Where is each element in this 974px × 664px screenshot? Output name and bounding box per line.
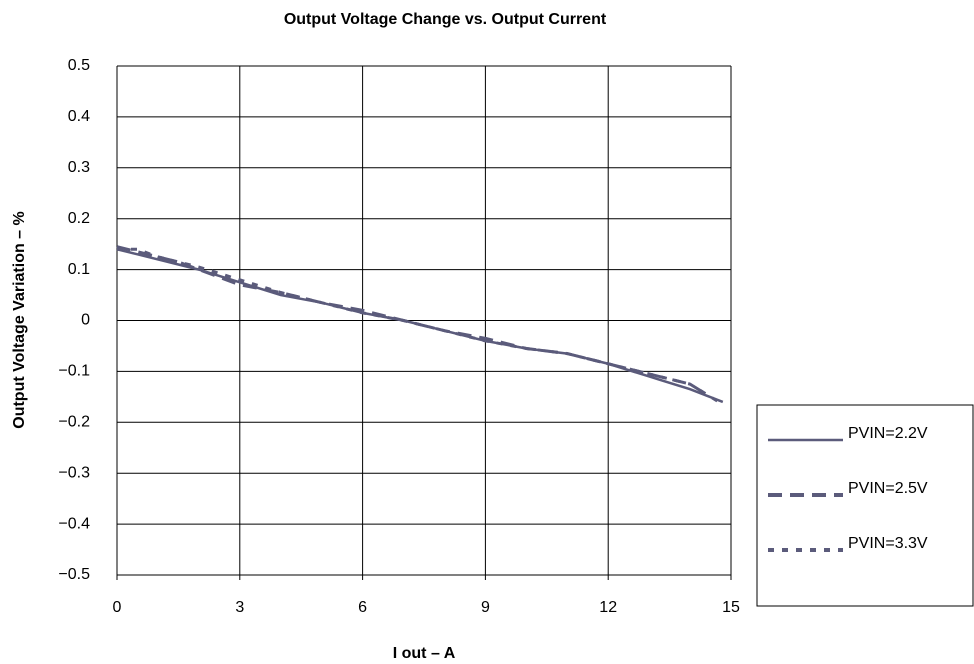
y-tick-label: −0.2 xyxy=(58,414,90,431)
x-axis-label: I out – A xyxy=(393,645,456,662)
y-tick-label: −0.5 xyxy=(58,566,90,583)
x-tick-label: 6 xyxy=(358,599,367,616)
series-line xyxy=(116,245,712,399)
legend-label: PVIN=2.5V xyxy=(848,480,928,497)
y-tick-label: 0.3 xyxy=(68,159,90,176)
x-tick-label: 3 xyxy=(235,599,244,616)
x-tick-label: 9 xyxy=(481,599,490,616)
y-tick-label: 0.2 xyxy=(68,210,90,227)
x-tick-label: 0 xyxy=(113,599,122,616)
chart-title: Output Voltage Change vs. Output Current xyxy=(284,11,607,28)
y-tick-label: −0.1 xyxy=(58,363,90,380)
x-tick-label: 15 xyxy=(722,599,740,616)
y-tick-label: 0 xyxy=(81,312,90,329)
series-line xyxy=(117,247,724,406)
legend-label: PVIN=3.3V xyxy=(848,535,928,552)
y-tick-label: −0.3 xyxy=(58,464,90,481)
legend-box xyxy=(756,404,974,607)
y-tick-label: 0.4 xyxy=(68,108,90,125)
y-tick-label: 0.5 xyxy=(68,57,90,74)
legend-label: PVIN=2.2V xyxy=(848,425,928,442)
y-tick-label: −0.4 xyxy=(58,515,90,532)
y-tick-label: 0.1 xyxy=(68,261,90,278)
y-axis-label: Output Voltage Variation – % xyxy=(11,211,28,429)
x-tick-label: 12 xyxy=(599,599,617,616)
